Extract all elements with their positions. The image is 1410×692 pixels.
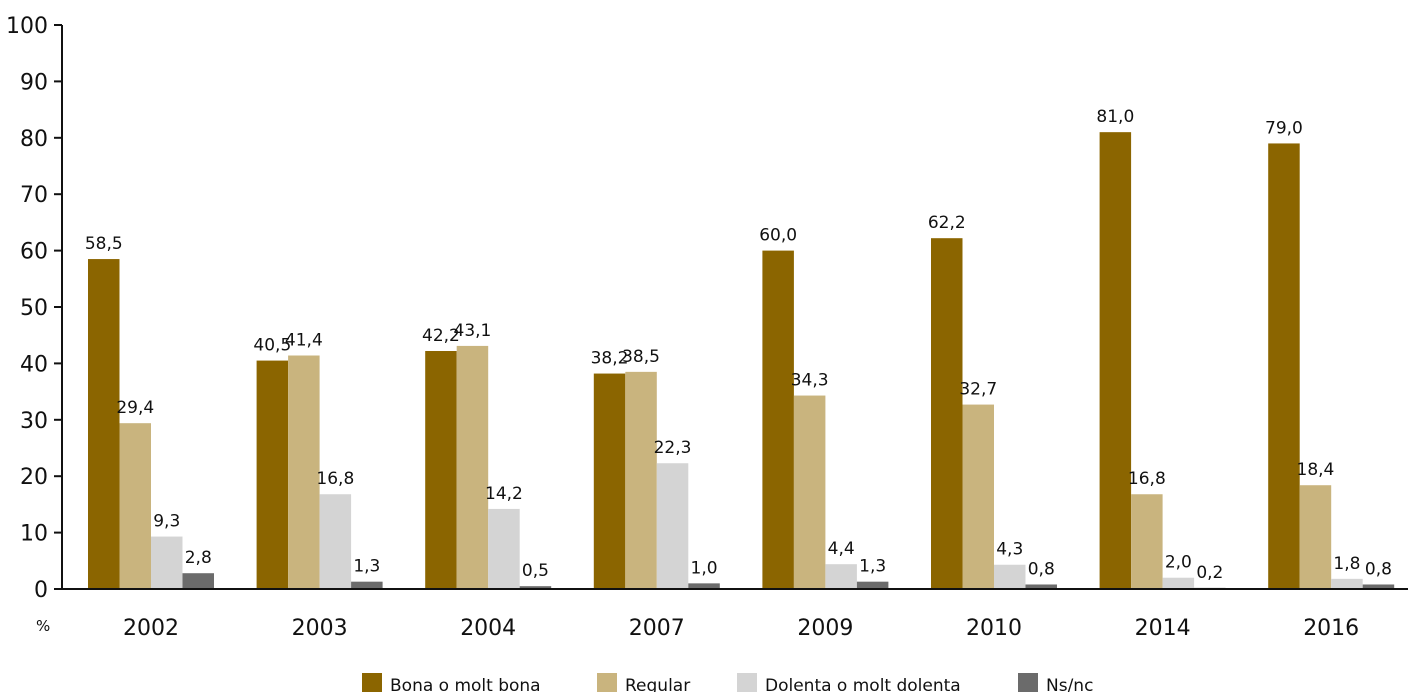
x-category-label: 2002 bbox=[123, 616, 179, 641]
bar-nsnc-2009 bbox=[856, 581, 889, 589]
y-tick-label: 0 bbox=[34, 578, 48, 603]
bar-regular-2007 bbox=[625, 371, 657, 589]
value-label-bona-2009: 60,0 bbox=[759, 226, 797, 246]
y-tick-label: 40 bbox=[20, 352, 48, 377]
bar-nsnc-2016 bbox=[1362, 584, 1395, 589]
bar-regular-2002 bbox=[119, 423, 151, 589]
y-tick-label: 90 bbox=[20, 70, 48, 95]
y-tick-label: 50 bbox=[20, 296, 48, 321]
bar-dolenta-2016 bbox=[1331, 578, 1363, 589]
value-label-regular-2009: 34,3 bbox=[791, 371, 829, 391]
y-tick-label: 70 bbox=[20, 183, 48, 208]
bar-bona-2014 bbox=[1099, 132, 1132, 589]
value-label-nsnc-2007: 1,0 bbox=[691, 558, 718, 578]
bar-bona-2004 bbox=[425, 350, 457, 589]
value-label-nsnc-2016: 0,8 bbox=[1365, 559, 1392, 579]
value-label-regular-2004: 43,1 bbox=[454, 321, 492, 341]
bar-dolenta-2009 bbox=[825, 564, 857, 589]
bar-dolenta-2010 bbox=[994, 564, 1026, 589]
value-label-dolenta-2016: 1,8 bbox=[1333, 554, 1360, 574]
bar-nsnc-2010 bbox=[1025, 584, 1057, 589]
value-label-bona-2016: 79,0 bbox=[1265, 118, 1303, 138]
bar-regular-2010 bbox=[962, 404, 994, 589]
bar-bona-2009 bbox=[762, 250, 794, 589]
y-tick-label: 10 bbox=[20, 522, 48, 547]
legend-label-regular: Regular bbox=[625, 676, 690, 692]
legend-label-dolenta: Dolenta o molt dolenta bbox=[765, 676, 961, 692]
bar-regular-2014 bbox=[1131, 494, 1163, 589]
value-label-dolenta-2004: 14,2 bbox=[485, 484, 523, 504]
legend: Bona o molt bona Regular Dolenta o molt do… bbox=[362, 673, 1093, 692]
x-category-label: 2003 bbox=[292, 616, 348, 641]
bar-bona-2010 bbox=[931, 238, 963, 589]
value-label-regular-2007: 38,5 bbox=[622, 347, 660, 367]
bar-dolenta-2003 bbox=[319, 494, 352, 589]
y-unit-label: % bbox=[36, 617, 50, 635]
bars bbox=[88, 132, 1395, 589]
value-label-regular-2003: 41,4 bbox=[285, 331, 323, 351]
y-tick-label: 60 bbox=[20, 240, 48, 265]
value-label-regular-2016: 18,4 bbox=[1297, 460, 1335, 480]
value-labels: 58,5 29,4 9,32,8 40,541,4 16,8 1,3 42,243,1 14,… bbox=[85, 107, 1392, 583]
bar-bona-2003 bbox=[256, 360, 289, 589]
y-tick-label: 20 bbox=[20, 465, 48, 490]
legend-swatch-bona bbox=[362, 673, 382, 692]
y-tick-label: 80 bbox=[20, 127, 48, 152]
bar-regular-2003 bbox=[288, 355, 320, 589]
legend-swatch-regular bbox=[597, 673, 617, 692]
value-label-regular-2002: 29,4 bbox=[116, 398, 154, 418]
legend-label-bona: Bona o molt bona bbox=[390, 676, 541, 692]
bar-regular-2004 bbox=[456, 345, 489, 589]
bar-nsnc-2004 bbox=[519, 586, 552, 589]
value-label-dolenta-2009: 4,4 bbox=[828, 539, 855, 559]
value-label-nsnc-2009: 1,3 bbox=[859, 557, 886, 577]
value-label-bona-2010: 62,2 bbox=[928, 213, 966, 233]
x-category-label: 2009 bbox=[797, 616, 853, 641]
bar-nsnc-2002 bbox=[182, 573, 214, 589]
bar-nsnc-2007 bbox=[688, 583, 720, 589]
bar-regular-2009 bbox=[793, 395, 826, 589]
x-axis-labels: 2002 2003 2004 2007 2009 2010 2014 2016 bbox=[123, 616, 1359, 641]
bar-bona-2002 bbox=[88, 259, 120, 589]
bar-bona-2007 bbox=[593, 373, 626, 589]
y-axis-ticks: 0 10 20 30 40 50 60 70 80 90 100 bbox=[6, 14, 62, 603]
value-label-nsnc-2010: 0,8 bbox=[1028, 559, 1055, 579]
value-label-bona-2002: 58,5 bbox=[85, 234, 123, 254]
value-label-nsnc-2004: 0,5 bbox=[522, 561, 549, 581]
x-category-label: 2007 bbox=[629, 616, 685, 641]
value-label-bona-2003: 40,5 bbox=[253, 336, 291, 356]
bar-dolenta-2007 bbox=[656, 463, 689, 589]
bar-regular-2016 bbox=[1299, 485, 1332, 589]
value-label-dolenta-2003: 16,8 bbox=[316, 469, 354, 489]
bar-bona-2016 bbox=[1268, 143, 1300, 589]
bar-dolenta-2014 bbox=[1162, 577, 1195, 589]
legend-swatch-nsnc bbox=[1018, 673, 1038, 692]
value-label-bona-2007: 38,2 bbox=[591, 349, 629, 369]
bar-dolenta-2004 bbox=[488, 508, 520, 589]
value-label-bona-2004: 42,2 bbox=[422, 326, 460, 346]
value-label-dolenta-2014: 2,0 bbox=[1165, 553, 1192, 573]
value-label-nsnc-2002: 2,8 bbox=[185, 548, 212, 568]
value-label-nsnc-2014: 0,2 bbox=[1196, 563, 1223, 583]
legend-label-nsnc: Ns/nc bbox=[1046, 676, 1093, 692]
legend-swatch-dolenta bbox=[737, 673, 757, 692]
y-tick-label: 100 bbox=[6, 14, 48, 39]
value-label-regular-2010: 32,7 bbox=[959, 380, 997, 400]
value-label-dolenta-2010: 4,3 bbox=[996, 540, 1023, 560]
x-category-label: 2016 bbox=[1303, 616, 1359, 641]
value-label-dolenta-2007: 22,3 bbox=[654, 438, 692, 458]
x-category-label: 2014 bbox=[1135, 616, 1191, 641]
value-label-dolenta-2002: 9,3 bbox=[153, 512, 180, 532]
y-tick-label: 30 bbox=[20, 409, 48, 434]
bar-nsnc-2003 bbox=[351, 581, 383, 589]
x-category-label: 2010 bbox=[966, 616, 1022, 641]
value-label-regular-2014: 16,8 bbox=[1128, 469, 1166, 489]
x-category-label: 2004 bbox=[460, 616, 516, 641]
value-label-nsnc-2003: 1,3 bbox=[353, 557, 380, 577]
value-label-bona-2014: 81,0 bbox=[1096, 107, 1134, 127]
bar-dolenta-2002 bbox=[151, 536, 183, 589]
